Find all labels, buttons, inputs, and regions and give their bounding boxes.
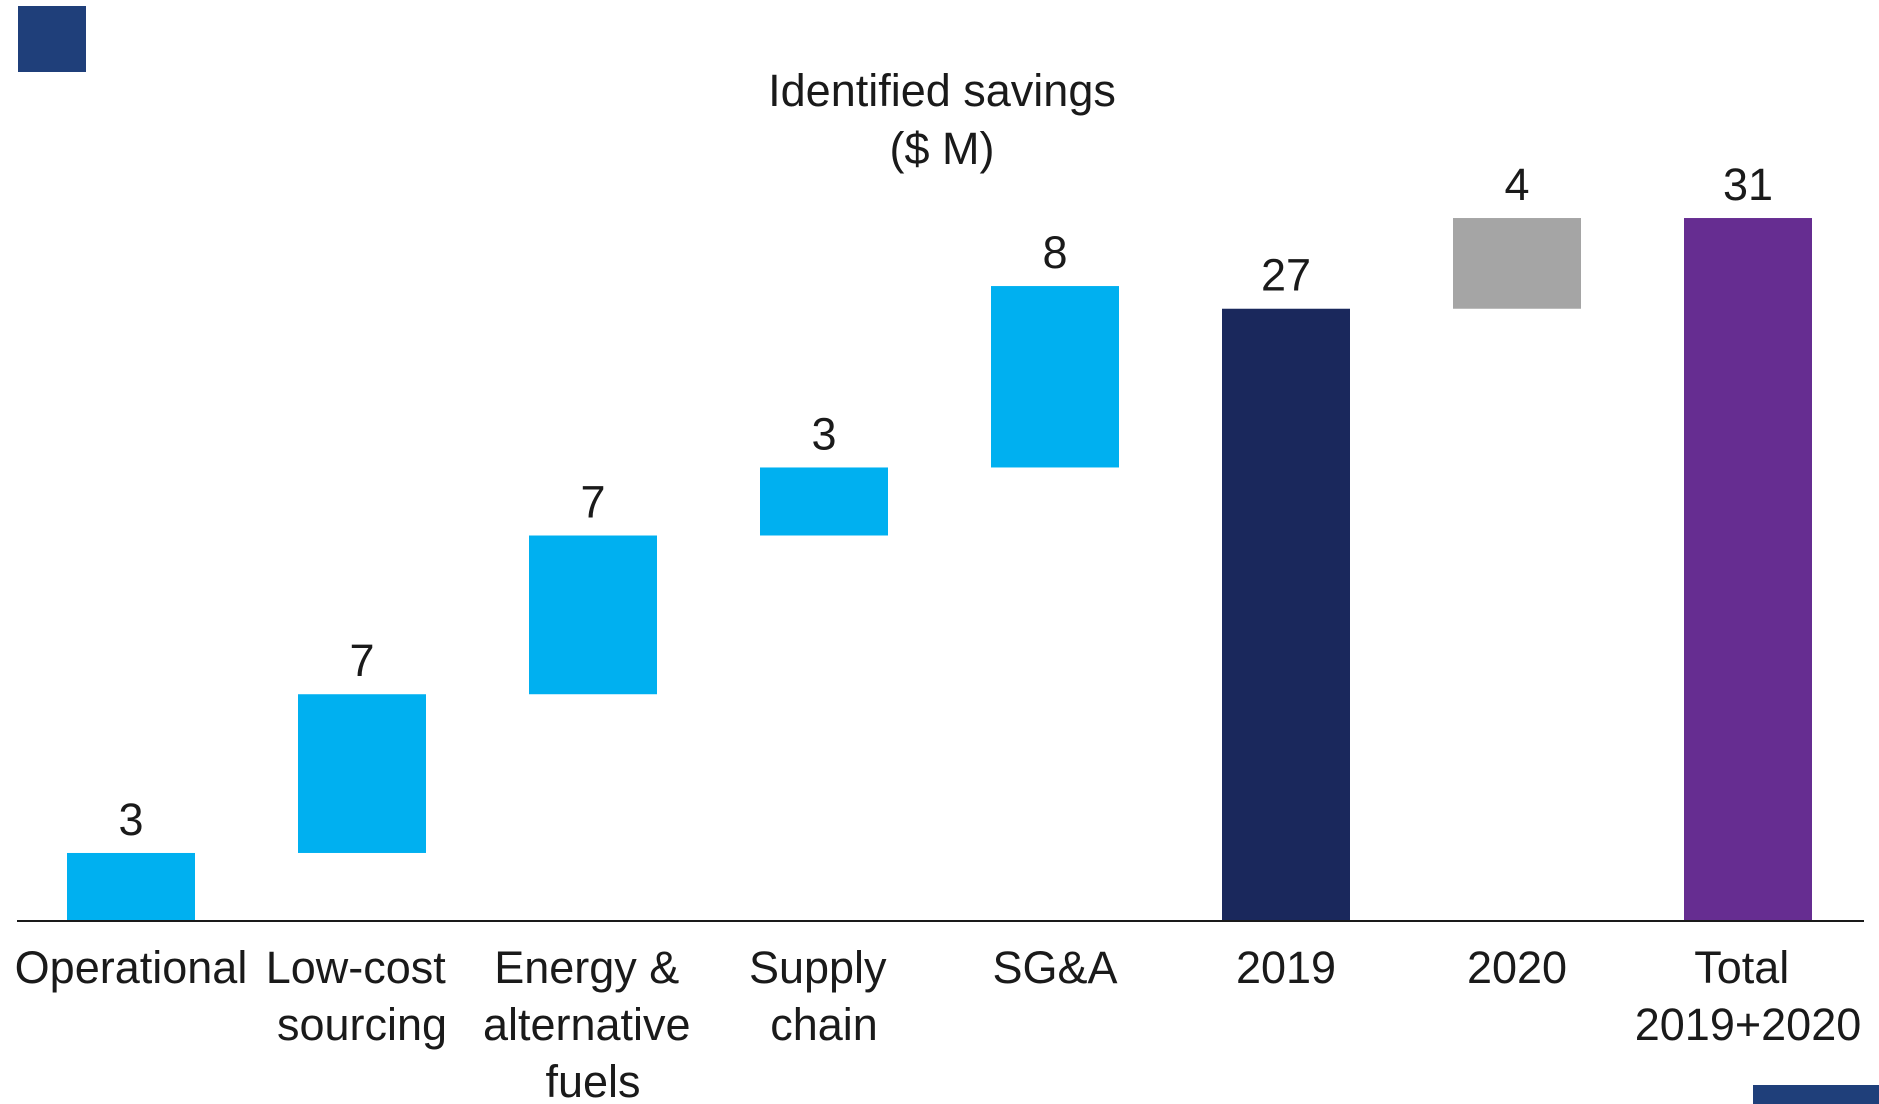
- bar: [1453, 218, 1581, 309]
- chart-title: Identified savings: [768, 65, 1116, 116]
- label-line: SG&A: [992, 942, 1117, 993]
- value-label: 7: [580, 477, 605, 528]
- x-tick-label: Total 2019+2020: [1635, 942, 1862, 1050]
- x-tick-label: 2020: [1467, 942, 1567, 993]
- bar: [1684, 218, 1812, 921]
- label-line: Total: [1694, 942, 1802, 993]
- value-label: 4: [1504, 159, 1529, 210]
- bar: [298, 694, 426, 853]
- label-line: Operational: [15, 942, 248, 993]
- label-line: Supply: [749, 942, 899, 993]
- label-line: 2019: [1236, 942, 1336, 993]
- x-tick-label: Low-cost sourcing: [266, 942, 459, 1050]
- bar: [67, 852, 195, 921]
- bar: [1222, 308, 1350, 921]
- corner-square: [1753, 1085, 1879, 1104]
- label-line: Low-cost: [266, 942, 459, 993]
- bar: [760, 467, 888, 536]
- label-line: 2020: [1467, 942, 1567, 993]
- label-line: alternative: [483, 999, 703, 1050]
- x-tick-label: Supply chain: [749, 942, 899, 1050]
- label-line: sourcing: [277, 999, 447, 1050]
- bar: [991, 286, 1119, 468]
- value-label: 3: [118, 794, 143, 845]
- label-line: 2019+2020: [1635, 999, 1862, 1050]
- value-label: 31: [1723, 159, 1773, 210]
- bar: [529, 535, 657, 695]
- label-line: chain: [770, 999, 878, 1050]
- x-tick-label: 2019: [1236, 942, 1336, 993]
- x-tick-label: Operational: [15, 942, 248, 993]
- label-line: fuels: [545, 1056, 640, 1104]
- value-label: 8: [1042, 227, 1067, 278]
- x-tick-label: SG&A: [992, 942, 1117, 993]
- logo-square: [18, 6, 86, 72]
- x-tick-label: Energy & alternative fuels: [483, 942, 703, 1104]
- chart-subtitle: ($ M): [890, 123, 995, 174]
- value-label: 27: [1261, 250, 1311, 301]
- label-line: Energy &: [494, 942, 692, 993]
- value-label: 3: [811, 408, 836, 459]
- value-label: 7: [349, 635, 374, 686]
